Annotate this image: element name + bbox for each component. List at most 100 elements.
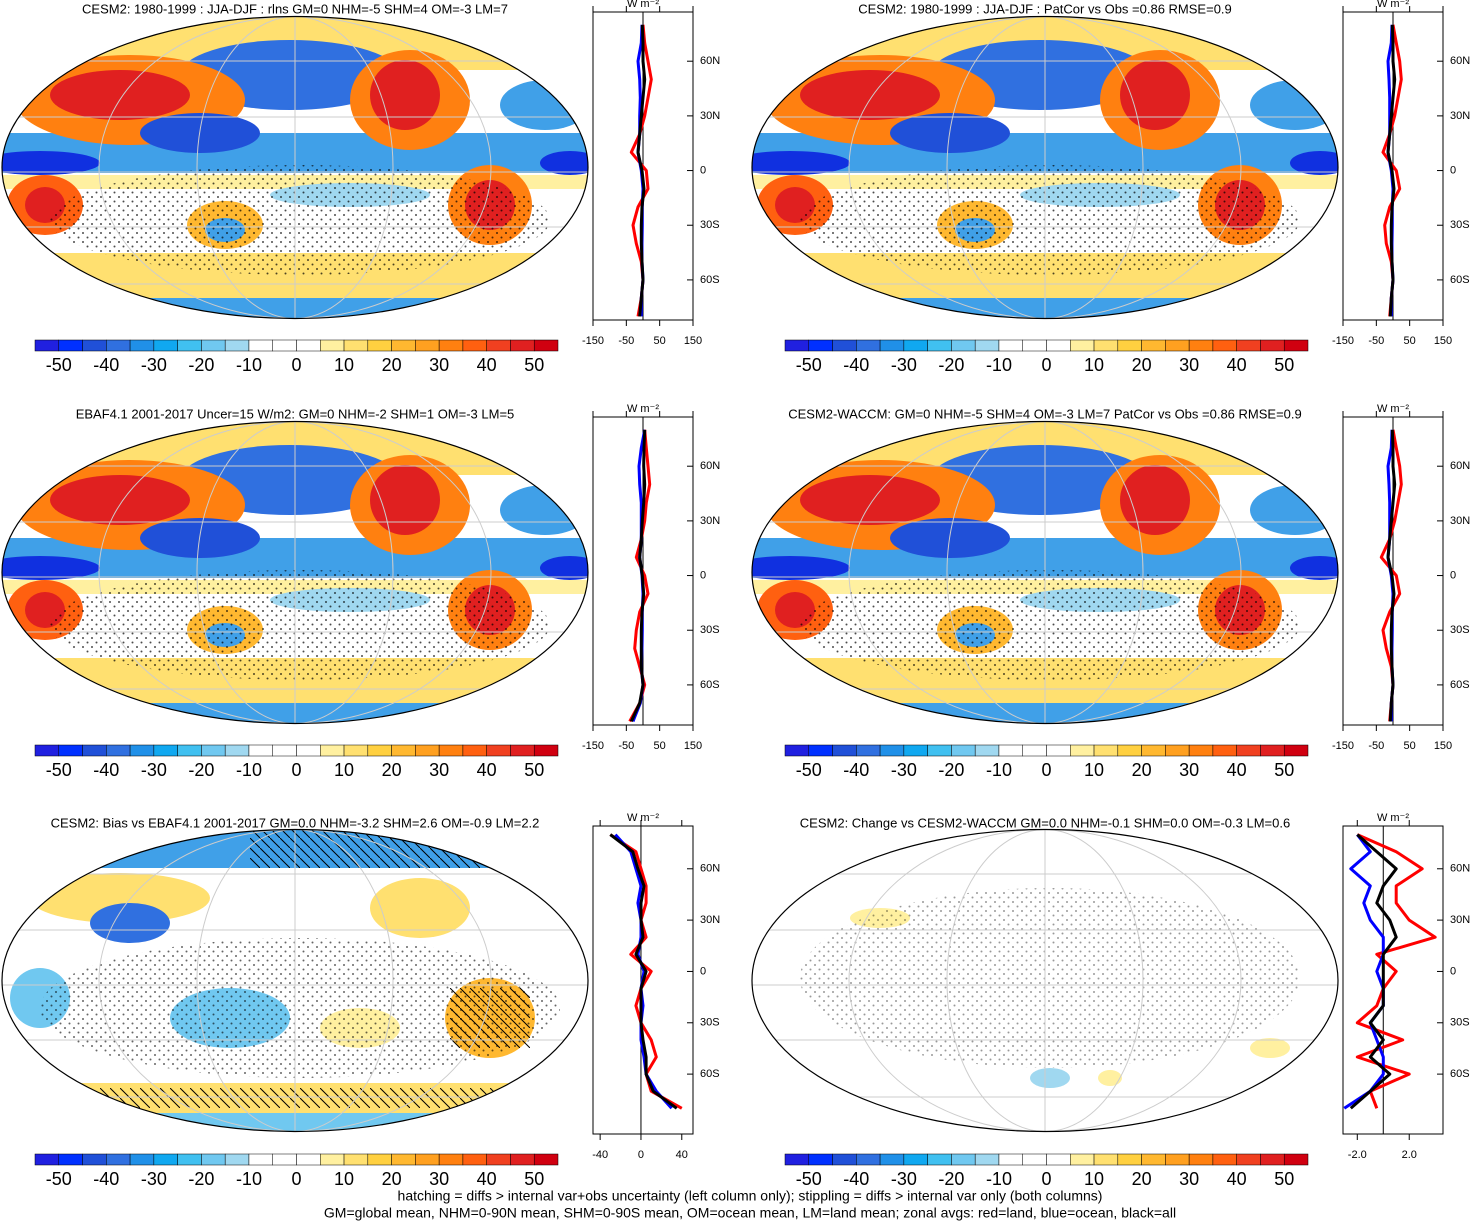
- y-tick-label: 60S: [700, 1068, 720, 1080]
- x-tick-label: 150: [1434, 740, 1452, 752]
- colorbar-swatch: [1141, 339, 1166, 352]
- colorbar-swatch: [974, 339, 1000, 352]
- colorbar-label: 40: [1227, 1169, 1247, 1189]
- colorbar-swatch: [998, 1153, 1023, 1166]
- colorbar-label: 20: [1132, 760, 1152, 780]
- x-tick-label: -150: [1332, 335, 1354, 347]
- colorbar-label: 0: [1041, 760, 1051, 780]
- zonal-line: [1386, 24, 1397, 317]
- colorbar-swatch: [1093, 339, 1119, 352]
- unit-label: W m⁻²: [627, 403, 659, 415]
- panel-title: CESM2: 1980-1999 : JJA-DJF : rlns GM=0 N…: [82, 1, 508, 16]
- colorbar-label: -20: [938, 760, 964, 780]
- colorbar-swatch: [808, 1153, 833, 1166]
- colorbar-label: 40: [1227, 760, 1247, 780]
- panel-title: CESM2: 1980-1999 : JJA-DJF : PatCor vs O…: [858, 1, 1232, 16]
- colorbar-swatch: [391, 744, 416, 757]
- colorbar-label: 10: [1084, 760, 1104, 780]
- zonal-line: [609, 833, 678, 1110]
- colorbar-swatch: [1283, 744, 1309, 757]
- y-tick-label: 30N: [1450, 110, 1470, 122]
- colorbar-label: 50: [524, 355, 544, 375]
- colorbar-swatch: [1165, 1153, 1190, 1166]
- colorbar-swatch: [248, 1153, 273, 1166]
- colorbar-swatch: [129, 339, 155, 352]
- zonal-line: [609, 833, 683, 1110]
- x-tick-label: 150: [1434, 335, 1452, 347]
- colorbar-swatch: [1188, 1153, 1214, 1166]
- colorbar-swatch: [438, 744, 464, 757]
- y-tick-label: 30N: [1450, 914, 1470, 926]
- y-tick-label: 0: [700, 164, 706, 176]
- x-tick-label: 50: [654, 740, 666, 752]
- colorbar-swatch: [1165, 339, 1190, 352]
- colorbar-label: -10: [236, 760, 262, 780]
- colorbar-swatch: [153, 744, 178, 757]
- colorbar-swatch: [248, 744, 273, 757]
- y-tick-label: 30S: [700, 624, 720, 636]
- footer-note: hatching = diffs > internal var+obs unce…: [398, 1188, 1103, 1204]
- colorbar-swatch: [272, 339, 297, 352]
- colorbar-swatch: [106, 744, 131, 757]
- colorbar-swatch: [1022, 744, 1047, 757]
- x-tick-label: -50: [1368, 335, 1384, 347]
- colorbar-label: 50: [1274, 760, 1294, 780]
- colorbar-label: 50: [524, 760, 544, 780]
- colorbar-swatch: [486, 339, 511, 352]
- colorbar-label: 10: [334, 355, 354, 375]
- zonal-line: [1355, 833, 1437, 1109]
- colorbar-label: 30: [1179, 1169, 1199, 1189]
- colorbar-label: 30: [429, 1169, 449, 1189]
- colorbar-label: -40: [93, 355, 119, 375]
- colorbar-swatch: [415, 744, 440, 757]
- colorbar-swatch: [391, 339, 416, 352]
- colorbar-swatch: [106, 1153, 131, 1166]
- panel-title: CESM2: Change vs CESM2-WACCM GM=0.0 NHM=…: [800, 815, 1290, 830]
- colorbar-swatch: [1260, 339, 1285, 352]
- colorbar-swatch: [974, 744, 1000, 757]
- colorbar-swatch: [343, 1153, 369, 1166]
- colorbar-label: -10: [986, 1169, 1012, 1189]
- colorbar-swatch: [272, 744, 297, 757]
- colorbar-swatch: [296, 339, 321, 352]
- colorbar-swatch: [510, 339, 535, 352]
- x-tick-label: -50: [1368, 740, 1384, 752]
- colorbar-swatch: [58, 339, 83, 352]
- colorbar-label: 40: [1227, 355, 1247, 375]
- y-tick-label: 0: [1450, 164, 1456, 176]
- colorbar-label: 10: [1084, 355, 1104, 375]
- colorbar-label: 10: [1084, 1169, 1104, 1189]
- colorbar-label: -20: [938, 355, 964, 375]
- colorbar-swatch: [808, 744, 833, 757]
- colorbar-swatch: [462, 1153, 487, 1166]
- y-tick-label: 30S: [1450, 219, 1470, 231]
- x-tick-label: 150: [684, 740, 702, 752]
- footer-note: GM=global mean, NHM=0-90N mean, SHM=0-90…: [324, 1205, 1176, 1221]
- y-tick-label: 60N: [1450, 55, 1470, 67]
- colorbar-swatch: [856, 1153, 881, 1166]
- colorbar-swatch: [903, 339, 928, 352]
- colorbar-swatch: [832, 744, 857, 757]
- colorbar-swatch: [879, 744, 905, 757]
- colorbar-label: -20: [188, 760, 214, 780]
- y-tick-label: 30N: [700, 110, 720, 122]
- colorbar-label: 20: [382, 760, 402, 780]
- x-tick-label: -150: [1332, 740, 1354, 752]
- colorbar-label: 50: [524, 1169, 544, 1189]
- colorbar-swatch: [1022, 339, 1047, 352]
- colorbar-swatch: [533, 1153, 559, 1166]
- colorbar-swatch: [391, 1153, 416, 1166]
- colorbar-swatch: [201, 1153, 226, 1166]
- colorbar-label: -20: [188, 1169, 214, 1189]
- y-tick-label: 30S: [1450, 1017, 1470, 1029]
- colorbar-label: 30: [1179, 355, 1199, 375]
- y-tick-label: 60N: [700, 863, 720, 875]
- colorbar-label: -20: [938, 1169, 964, 1189]
- colorbar-swatch: [951, 339, 976, 352]
- x-tick-label: 40: [676, 1149, 688, 1161]
- colorbar-swatch: [974, 1153, 1000, 1166]
- x-tick-label: -2.0: [1348, 1149, 1367, 1161]
- map: [750, 828, 1340, 1133]
- colorbar-swatch: [34, 339, 60, 352]
